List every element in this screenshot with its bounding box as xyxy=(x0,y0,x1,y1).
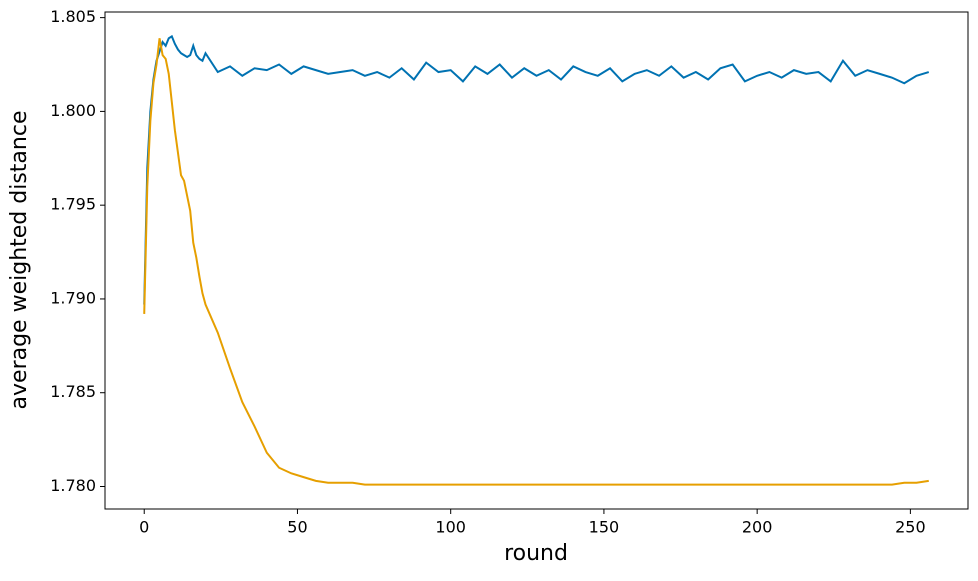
x-tick-label: 100 xyxy=(435,518,466,537)
y-tick-label: 1.800 xyxy=(50,101,96,120)
y-tick-label: 1.780 xyxy=(50,476,96,495)
x-tick-label: 200 xyxy=(742,518,773,537)
x-tick-label: 0 xyxy=(139,518,149,537)
x-tick-label: 150 xyxy=(589,518,620,537)
x-tick-label: 250 xyxy=(895,518,926,537)
y-tick-label: 1.805 xyxy=(50,7,96,26)
y-tick-label: 1.795 xyxy=(50,195,96,214)
line xyxy=(143,38,929,486)
x-axis-label: round xyxy=(504,541,568,566)
line xyxy=(143,34,930,305)
y-tick-label: 1.785 xyxy=(50,382,96,401)
x-tick-label: 50 xyxy=(287,518,307,537)
y-axis-label: average weighted distance xyxy=(7,111,32,410)
y-tick-label: 1.790 xyxy=(50,288,96,307)
plot-frame xyxy=(104,11,969,510)
